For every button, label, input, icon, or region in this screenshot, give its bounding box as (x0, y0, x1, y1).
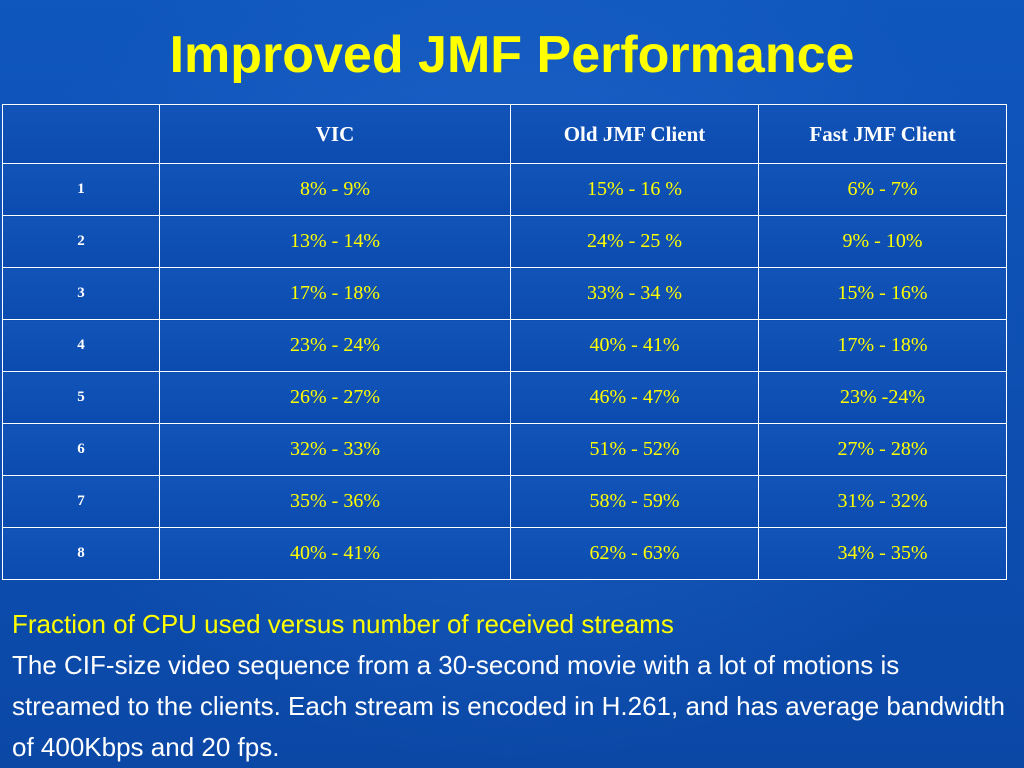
caption-description: The CIF-size video sequence from a 30-se… (12, 650, 1005, 762)
row-label: 7 (2, 475, 160, 528)
row-label: 6 (2, 423, 160, 476)
row-label: 3 (2, 267, 160, 320)
vic-cell: 17% - 18% (159, 267, 511, 320)
fast-jmf-cell: 31% - 32% (758, 475, 1007, 528)
old-jmf-cell: 62% - 63% (510, 527, 759, 580)
row-label: 2 (2, 215, 160, 268)
fast-jmf-cell: 23% -24% (758, 371, 1007, 424)
table-row: 7 35% - 36% 58% - 59% 31% - 32% (2, 475, 1007, 528)
old-jmf-cell: 58% - 59% (510, 475, 759, 528)
old-jmf-cell: 24% - 25 % (510, 215, 759, 268)
fast-jmf-cell: 34% - 35% (758, 527, 1007, 580)
fast-jmf-cell: 6% - 7% (758, 163, 1007, 216)
table-row: 2 13% - 14% 24% - 25 % 9% - 10% (2, 215, 1007, 268)
performance-table-container: VIC Old JMF Client Fast JMF Client 1 8% … (2, 104, 1007, 580)
row-label: 5 (2, 371, 160, 424)
old-jmf-cell: 15% - 16 % (510, 163, 759, 216)
old-jmf-cell: 51% - 52% (510, 423, 759, 476)
header-old-jmf-client: Old JMF Client (510, 104, 759, 164)
table-row: 8 40% - 41% 62% - 63% 34% - 35% (2, 527, 1007, 580)
old-jmf-cell: 46% - 47% (510, 371, 759, 424)
header-corner-cell (2, 104, 160, 164)
vic-cell: 8% - 9% (159, 163, 511, 216)
vic-cell: 32% - 33% (159, 423, 511, 476)
header-fast-jmf-client: Fast JMF Client (758, 104, 1007, 164)
vic-cell: 13% - 14% (159, 215, 511, 268)
row-label: 8 (2, 527, 160, 580)
table-row: 3 17% - 18% 33% - 34 % 15% - 16% (2, 267, 1007, 320)
caption-block: Fraction of CPU used versus number of re… (12, 604, 1012, 768)
fast-jmf-cell: 15% - 16% (758, 267, 1007, 320)
row-label: 4 (2, 319, 160, 372)
header-vic: VIC (159, 104, 511, 164)
vic-cell: 26% - 27% (159, 371, 511, 424)
fast-jmf-cell: 9% - 10% (758, 215, 1007, 268)
performance-table: VIC Old JMF Client Fast JMF Client 1 8% … (2, 104, 1007, 580)
old-jmf-cell: 33% - 34 % (510, 267, 759, 320)
vic-cell: 35% - 36% (159, 475, 511, 528)
table-row: 1 8% - 9% 15% - 16 % 6% - 7% (2, 163, 1007, 216)
table-header-row: VIC Old JMF Client Fast JMF Client (2, 104, 1007, 164)
table-row: 5 26% - 27% 46% - 47% 23% -24% (2, 371, 1007, 424)
vic-cell: 23% - 24% (159, 319, 511, 372)
page-title: Improved JMF Performance (169, 26, 855, 84)
caption-summary: Fraction of CPU used versus number of re… (12, 609, 674, 639)
vic-cell: 40% - 41% (159, 527, 511, 580)
row-label: 1 (2, 163, 160, 216)
table-row: 4 23% - 24% 40% - 41% 17% - 18% (2, 319, 1007, 372)
old-jmf-cell: 40% - 41% (510, 319, 759, 372)
fast-jmf-cell: 17% - 18% (758, 319, 1007, 372)
fast-jmf-cell: 27% - 28% (758, 423, 1007, 476)
table-row: 6 32% - 33% 51% - 52% 27% - 28% (2, 423, 1007, 476)
